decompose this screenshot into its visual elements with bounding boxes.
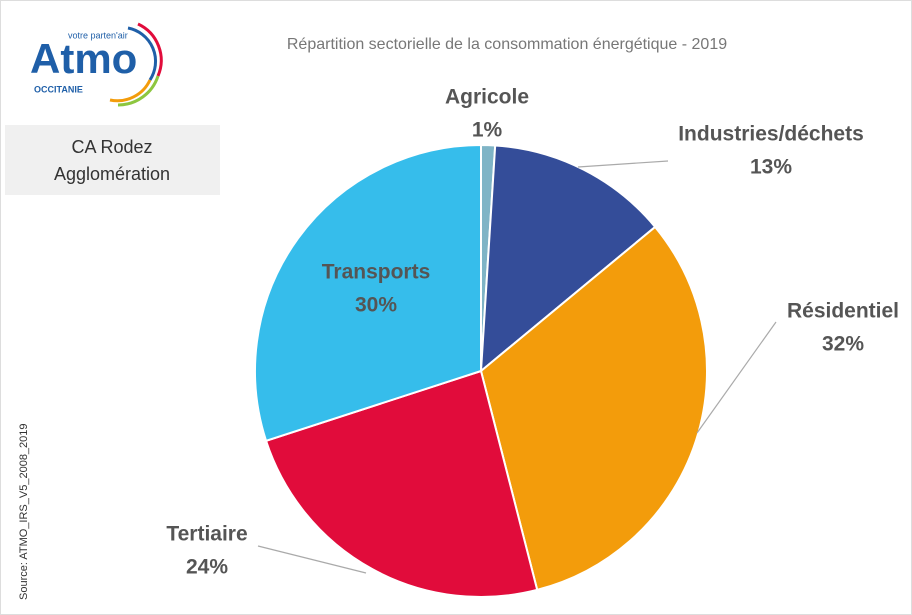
slice-label: Tertiaire: [166, 523, 247, 546]
location-box: [5, 125, 220, 195]
logo-region: OCCITANIE: [34, 84, 83, 94]
slice-label: Agricole: [445, 86, 529, 109]
source: Source: ATMO_IRS_V5_2008_2019: [18, 423, 30, 600]
leader-line: [257, 545, 367, 574]
leader-line: [696, 321, 777, 434]
slice-value: 1%: [472, 119, 503, 142]
logo: Atmo votre parten'air OCCITANIE: [30, 22, 163, 107]
logo-tagline: votre parten'air: [68, 30, 128, 40]
location-line: Agglomération: [54, 164, 170, 184]
leader-line: [577, 160, 669, 168]
logo-name: Atmo: [30, 35, 137, 82]
logo-arc: [109, 79, 152, 103]
logo-arc: [117, 75, 160, 107]
pie-slice: [479, 144, 657, 374]
slice-value: 24%: [186, 556, 228, 579]
pie-slice: [254, 143, 482, 443]
slice-label: Industries/déchets: [678, 123, 864, 146]
slice-label: Résidentiel: [787, 300, 899, 323]
slice-label: Transports: [322, 261, 431, 284]
pie-slice: [479, 225, 708, 592]
logo-arc: [127, 26, 158, 81]
logo-arc: [137, 22, 163, 77]
slice-value: 30%: [355, 294, 397, 317]
pie-slice: [264, 369, 539, 598]
slice-value: 32%: [822, 333, 864, 356]
chart-title: Répartition sectorielle de la consommati…: [287, 36, 727, 53]
slice-value: 13%: [750, 156, 792, 179]
location-line: CA Rodez: [71, 137, 152, 157]
